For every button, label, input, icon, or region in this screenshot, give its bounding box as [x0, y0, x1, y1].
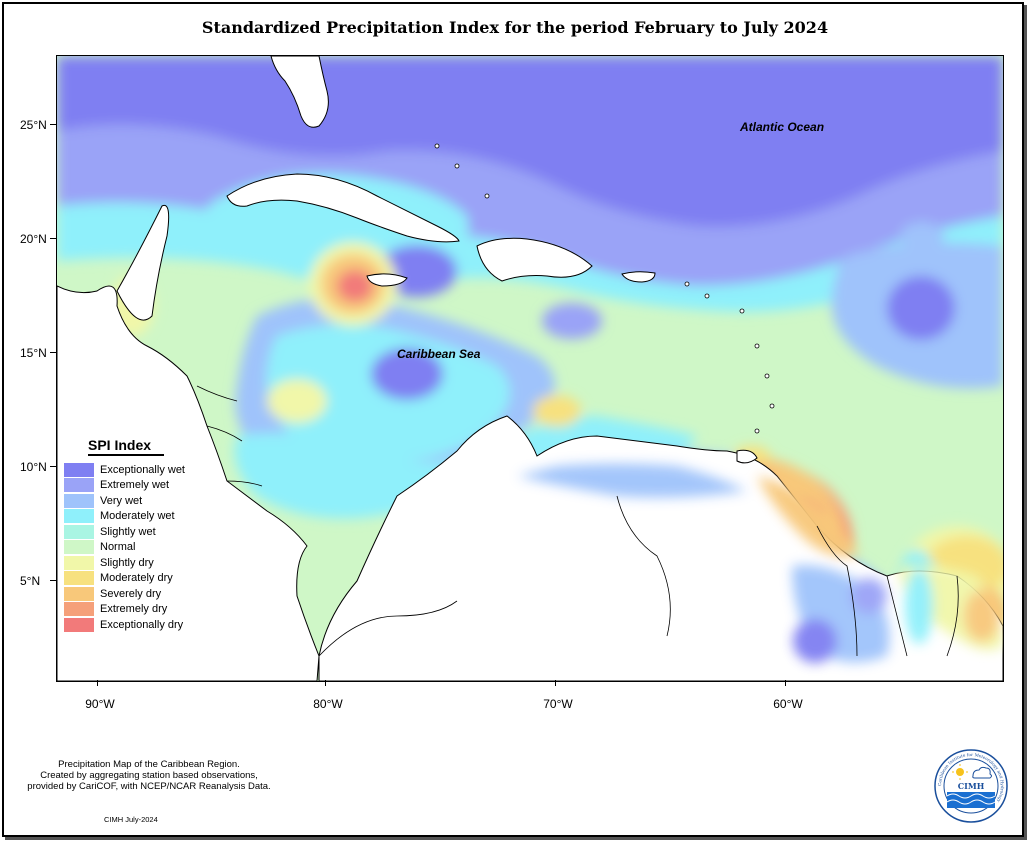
legend-label: Extremely dry: [100, 603, 168, 616]
spi-legend: SPI Index Exceptionally wet Extremely wet…: [64, 437, 224, 633]
legend-label: Extremely wet: [100, 479, 170, 492]
legend-swatch: [64, 617, 94, 632]
legend-swatch: [64, 540, 94, 555]
legend-label: Very wet: [100, 494, 143, 507]
cloud-icon: [972, 766, 992, 779]
legend-item: Moderately dry: [64, 571, 224, 587]
legend-item: Extremely dry: [64, 602, 224, 618]
legend-item: Normal: [64, 540, 224, 556]
legend-swatch: [64, 493, 94, 508]
lat-tick-25: [50, 124, 56, 125]
legend-item: Extremely wet: [64, 478, 224, 494]
lon-label-80: 80°W: [313, 697, 343, 711]
lat-label-10: 10°N: [20, 460, 47, 474]
legend-label: Moderately dry: [100, 572, 173, 585]
lon-tick-80: [325, 680, 326, 686]
lat-label-5: 5°N: [20, 574, 41, 588]
legend-item: Very wet: [64, 493, 224, 509]
lat-tick-5: [50, 580, 56, 581]
map-footer: Precipitation Map of the Caribbean Regio…: [10, 759, 288, 792]
legend-title: SPI Index: [88, 437, 164, 456]
lon-label-70: 70°W: [543, 697, 573, 711]
legend-swatch: [64, 555, 94, 570]
lat-tick-15: [50, 352, 56, 353]
legend-swatch: [64, 571, 94, 586]
lon-tick-90: [97, 680, 98, 686]
legend-item: Slightly dry: [64, 555, 224, 571]
legend-label: Exceptionally dry: [100, 618, 184, 631]
lon-label-90: 90°W: [85, 697, 115, 711]
sun-icon: [956, 768, 964, 776]
legend-label: Slightly dry: [100, 556, 154, 569]
legend-label: Slightly wet: [100, 525, 156, 538]
footer-date: CIMH July-2024: [104, 815, 158, 824]
legend-label: Normal: [100, 541, 136, 554]
legend-label: Moderately wet: [100, 510, 175, 523]
lat-tick-20: [50, 238, 56, 239]
footer-line-3: provided by CariCOF, with NCEP/NCAR Rean…: [27, 781, 271, 792]
atlantic-ocean-label: Atlantic Ocean: [740, 120, 825, 134]
legend-swatch: [64, 462, 94, 477]
lon-tick-60: [785, 680, 786, 686]
legend-swatch: [64, 509, 94, 524]
logo-text: CIMH: [958, 781, 985, 791]
map-title: Standardized Precipitation Index for the…: [201, 18, 829, 37]
legend-item: Moderately wet: [64, 509, 224, 525]
legend-label: Exceptionally wet: [100, 463, 185, 476]
legend-swatch: [64, 586, 94, 601]
footer-line-2: Created by aggregating station based obs…: [40, 770, 258, 781]
legend-item: Exceptionally wet: [64, 462, 224, 478]
spi-map: [56, 55, 1004, 682]
lat-label-25: 25°N: [20, 118, 47, 132]
caribbean-sea-label: Caribbean Sea: [397, 347, 481, 361]
legend-item: Slightly wet: [64, 524, 224, 540]
lon-tick-70: [555, 680, 556, 686]
legend-swatch: [64, 602, 94, 617]
footer-line-1: Precipitation Map of the Caribbean Regio…: [58, 759, 240, 770]
lat-tick-10: [50, 466, 56, 467]
legend-swatch: [64, 524, 94, 539]
legend-item: Exceptionally dry: [64, 617, 224, 633]
legend-label: Severely dry: [100, 587, 162, 600]
legend-item: Severely dry: [64, 586, 224, 602]
lon-label-60: 60°W: [773, 697, 803, 711]
legend-swatch: [64, 478, 94, 493]
lat-label-20: 20°N: [20, 232, 47, 246]
cimh-logo: CIMH Caribbean Institute for Meteorology…: [933, 748, 1009, 824]
lat-label-15: 15°N: [20, 346, 47, 360]
legend-items: Exceptionally wet Extremely wet Very wet Mo…: [64, 462, 224, 633]
spi-map-canvas: [57, 56, 1003, 681]
